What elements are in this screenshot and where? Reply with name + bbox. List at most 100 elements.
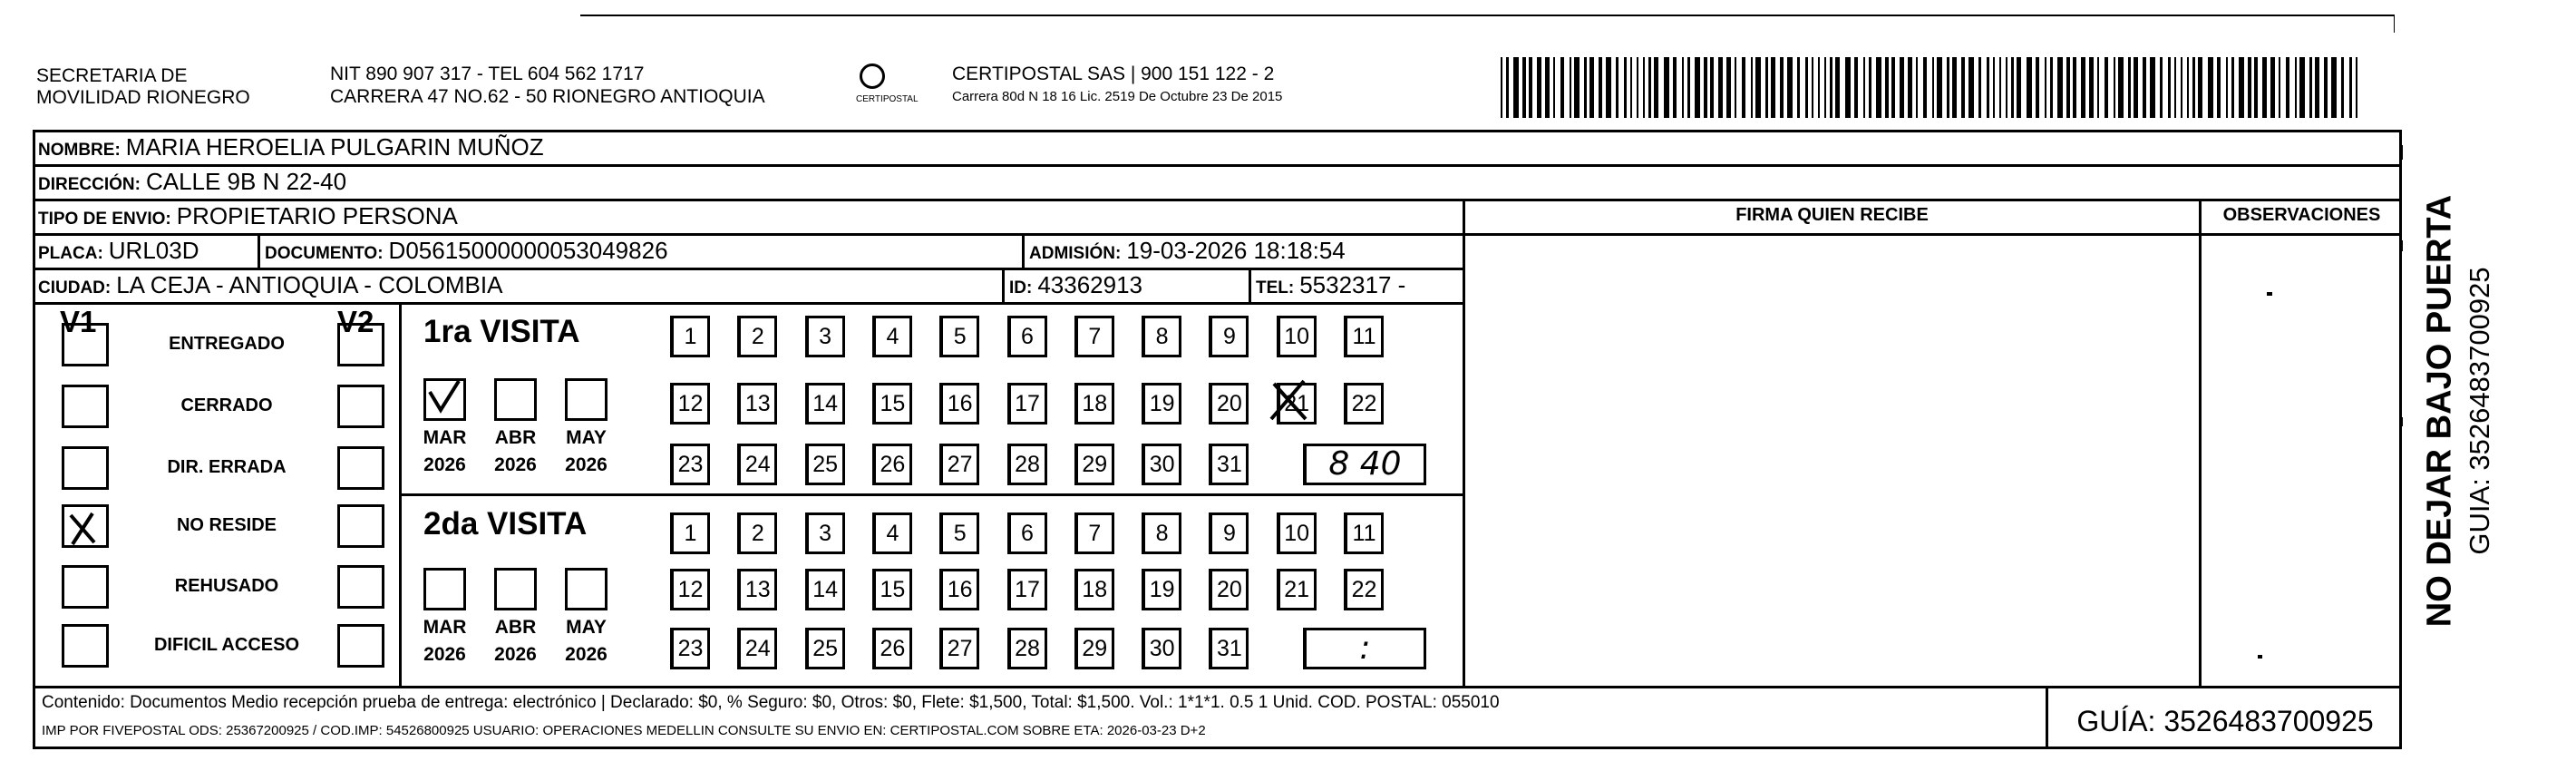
day-box: 18 <box>1074 569 1114 610</box>
status-label: NO RESIDE <box>176 515 277 535</box>
barcode-bar <box>2356 57 2357 118</box>
barcode-bar <box>1513 57 1519 118</box>
barcode-bar <box>2349 57 2352 118</box>
barcode-bar <box>1978 57 1981 118</box>
day-box: 16 <box>939 569 980 610</box>
side-guia: GUIA: 3526483700925 <box>2464 267 2495 555</box>
field-value: D05615000000053049826 <box>388 237 668 264</box>
checkbox <box>62 624 109 668</box>
year-label: 2026 <box>565 644 608 665</box>
barcode-bar <box>1869 57 1871 118</box>
year-label: 2026 <box>494 644 537 665</box>
barcode-bar <box>1537 57 1541 118</box>
barcode-bar <box>1726 57 1731 118</box>
barcode-bar <box>1718 57 1723 118</box>
barcode-bar <box>2279 57 2280 118</box>
year-label: 2026 <box>423 644 466 665</box>
field-value: 19-03-2026 18:18:54 <box>1126 237 1346 264</box>
day-box: 19 <box>1142 569 1182 610</box>
day-box: 11 <box>1344 316 1384 357</box>
barcode-bar <box>1606 57 1611 118</box>
license: Carrera 80d N 18 16 Lic. 2519 De Octubre… <box>952 89 1283 104</box>
day-box: 24 <box>737 628 778 669</box>
barcode-bar <box>2309 57 2312 118</box>
day-box: 28 <box>1006 444 1047 485</box>
status-label: ENTREGADO <box>169 334 285 354</box>
day-box: 18 <box>1074 383 1114 425</box>
day-box: 30 <box>1142 628 1182 669</box>
day-box: 24 <box>737 444 778 485</box>
day-box: 17 <box>1006 569 1047 610</box>
field-label: TEL: <box>1256 278 1295 298</box>
barcode-bar <box>1900 57 1904 118</box>
status-label: DIFICIL ACCESO <box>153 635 299 655</box>
field: ADMISIÓN: 19-03-2026 18:18:54 <box>1029 234 1346 270</box>
rule <box>580 15 2394 16</box>
day-box: 25 <box>804 444 845 485</box>
day-box: 6 <box>1006 512 1047 554</box>
barcode-bar <box>2262 57 2267 118</box>
visit-title: 1ra VISITA <box>423 314 580 349</box>
barcode-bar <box>2150 57 2155 118</box>
barcode-bar <box>2066 57 2070 118</box>
v2-label: V2 <box>337 305 374 338</box>
barcode-bar <box>1891 57 1895 118</box>
month-label: MAR <box>423 617 467 638</box>
field-label: TIPO DE ENVIO: <box>38 210 171 229</box>
field: TEL: 5532317 - <box>1256 268 1405 305</box>
barcode-bar <box>2017 57 2021 118</box>
barcode-bar <box>1854 57 1858 118</box>
barcode-bar <box>1735 57 1736 118</box>
company: CERTIPOSTAL SAS | 900 151 122 - 2 <box>952 63 1275 84</box>
org-name: MOVILIDAD RIONEGRO <box>36 87 250 108</box>
barcode-bar <box>1780 57 1784 118</box>
barcode-bar <box>1916 57 1918 118</box>
footer-guia: GUÍA: 3526483700925 <box>2076 705 2374 737</box>
column-header: OBSERVACIONES <box>2222 205 2381 225</box>
barcode-bar <box>2168 57 2171 118</box>
month-label: ABR <box>494 427 537 448</box>
rule <box>1463 233 2402 236</box>
field-label: ID: <box>1009 278 1033 298</box>
day-box: 13 <box>737 569 778 610</box>
barcode-bar <box>1704 57 1707 118</box>
barcode-bar <box>2198 57 2202 118</box>
barcode-bar <box>1682 57 1684 118</box>
field: TIPO DE ENVIO: PROPIETARIO PERSONA <box>38 200 458 236</box>
rule <box>1022 233 1025 268</box>
barcode-bar <box>2036 57 2039 118</box>
barcode-bar <box>2081 57 2085 118</box>
nit: NIT 890 907 317 - TEL 604 562 1717 <box>330 63 645 84</box>
checkbox <box>337 446 384 490</box>
barcode-bar <box>1765 57 1768 118</box>
day-box: 21 <box>1276 569 1317 610</box>
barcode-bar <box>1876 57 1881 118</box>
barcode-bar <box>2231 57 2234 118</box>
checkbox <box>565 378 608 421</box>
time-box: : <box>1303 628 1426 669</box>
day-box: 7 <box>1074 316 1114 357</box>
barcode-bar <box>2299 57 2305 118</box>
checkbox <box>565 568 608 610</box>
day-box: 17 <box>1006 383 1047 425</box>
day-box: 29 <box>1074 628 1114 669</box>
barcode-bar <box>1937 57 1942 118</box>
rule <box>33 164 2402 167</box>
day-box: 31 <box>1209 444 1249 485</box>
barcode-bar <box>2217 57 2221 118</box>
field-value: LA CEJA - ANTIOQUIA - COLOMBIA <box>116 271 503 298</box>
checkbox <box>62 323 109 366</box>
day-box: 4 <box>871 316 912 357</box>
checkbox <box>337 565 384 609</box>
checkbox <box>337 624 384 668</box>
barcode-bar <box>2187 57 2189 118</box>
day-box: 3 <box>804 512 845 554</box>
day-box: 2 <box>737 512 778 554</box>
barcode-bar <box>1560 57 1564 118</box>
day-box: 20 <box>1209 383 1249 425</box>
barcode-bar <box>1501 57 1502 118</box>
barcode-bar <box>2174 57 2176 118</box>
checkbox <box>62 565 109 609</box>
barcode-bar <box>1885 57 1889 118</box>
form-frame <box>33 130 2402 749</box>
